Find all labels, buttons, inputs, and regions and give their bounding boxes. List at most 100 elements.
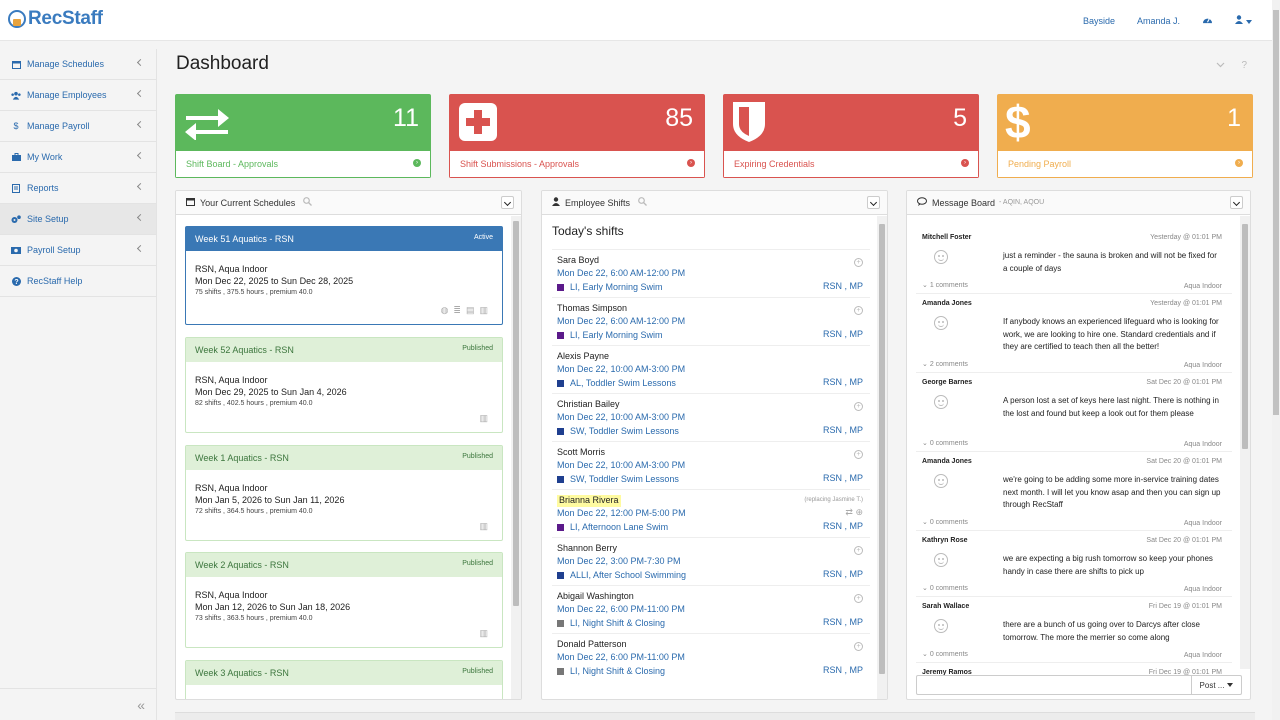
schedule-card[interactable]: Week 52 Aquatics - RSN Published RSN, Aq…: [185, 337, 503, 433]
schedule-card[interactable]: Week 3 Aquatics - RSN Published: [185, 660, 503, 699]
shifts-scrollbar[interactable]: [877, 216, 887, 699]
comments-toggle[interactable]: ⌄ 0 comments: [922, 651, 968, 658]
message-input[interactable]: [916, 675, 1192, 695]
dashboard-gauge-icon[interactable]: [1202, 15, 1213, 26]
shift-position[interactable]: LI, Afternoon Lane Swim: [570, 522, 669, 532]
message-author[interactable]: Mitchell Foster: [922, 234, 972, 241]
user-name-link[interactable]: Amanda J.: [1136, 15, 1180, 26]
shift-time[interactable]: Mon Dec 22, 6:00 AM-12:00 PM: [557, 316, 686, 326]
employee-name[interactable]: Alexis Payne: [557, 351, 610, 361]
plus-circle-icon[interactable]: +: [854, 594, 863, 603]
shift-item[interactable]: Thomas Simpson Mon Dec 22, 6:00 AM-12:00…: [552, 297, 870, 345]
message-author[interactable]: George Barnes: [922, 379, 973, 386]
smiley-icon[interactable]: [934, 316, 948, 330]
shift-item[interactable]: Alexis Payne Mon Dec 22, 10:00 AM-3:00 P…: [552, 345, 870, 393]
user-menu-icon[interactable]: [1235, 15, 1252, 26]
plus-circle-icon[interactable]: +: [854, 450, 863, 459]
employee-name[interactable]: Thomas Simpson: [557, 303, 628, 313]
location-link[interactable]: Bayside: [1082, 15, 1115, 26]
panel-dropdown-button[interactable]: [1230, 196, 1243, 209]
comments-toggle[interactable]: ⌄ 0 comments: [922, 585, 968, 592]
kpi-shift-board[interactable]: 11 Shift Board - Approvals ›: [175, 94, 431, 178]
plus-circle-icon[interactable]: +: [854, 306, 863, 315]
list-icon[interactable]: ≣: [453, 305, 466, 315]
collapse-sidebar-icon[interactable]: «: [0, 688, 157, 720]
shift-tags[interactable]: RSN , MP: [822, 617, 863, 627]
panel-dropdown-button[interactable]: [867, 196, 880, 209]
employee-name[interactable]: Sara Boyd: [557, 255, 600, 265]
barcode-icon[interactable]: ▥: [479, 628, 493, 638]
smiley-icon[interactable]: [934, 395, 948, 409]
smiley-icon[interactable]: [934, 619, 948, 633]
kpi-pending-payroll[interactable]: $ 1 Pending Payroll ›: [997, 94, 1253, 178]
shift-time[interactable]: Mon Dec 22, 12:00 PM-5:00 PM: [557, 508, 686, 518]
employee-name[interactable]: Christian Bailey: [557, 399, 620, 409]
shift-time[interactable]: Mon Dec 22, 6:00 AM-12:00 PM: [557, 268, 686, 278]
message-author[interactable]: Jeremy Ramos: [922, 669, 972, 676]
globe-icon[interactable]: ◍: [440, 305, 454, 315]
barcode-icon[interactable]: ▥: [479, 521, 493, 531]
shift-item[interactable]: Donald Patterson Mon Dec 22, 6:00 PM-11:…: [552, 633, 870, 681]
shift-position[interactable]: SW, Toddler Swim Lessons: [570, 426, 679, 436]
employee-name[interactable]: Brianna Rivera: [557, 495, 621, 507]
shift-tags[interactable]: RSN , MP: [822, 281, 863, 291]
shift-time[interactable]: Mon Dec 22, 10:00 AM-3:00 PM: [557, 364, 686, 374]
shift-item[interactable]: Scott Morris Mon Dec 22, 10:00 AM-3:00 P…: [552, 441, 870, 489]
shift-tags[interactable]: RSN , MP: [822, 521, 863, 531]
shift-time[interactable]: Mon Dec 22, 6:00 PM-11:00 PM: [557, 604, 685, 614]
panel-dropdown-button[interactable]: [501, 196, 514, 209]
schedule-card[interactable]: Week 2 Aquatics - RSN Published RSN, Aqu…: [185, 552, 503, 648]
chevron-down-icon[interactable]: [1216, 60, 1225, 71]
sidebar-item-manage-payroll[interactable]: $ Manage Payroll: [0, 111, 156, 142]
plus-circle-icon[interactable]: +: [854, 258, 863, 267]
swap-icon[interactable]: ⇄ ⊕: [845, 507, 863, 517]
sidebar-item-site-setup[interactable]: Site Setup: [0, 204, 156, 235]
shift-item[interactable]: Shannon Berry Mon Dec 22, 3:00 PM-7:30 P…: [552, 537, 870, 585]
shift-time[interactable]: Mon Dec 22, 3:00 PM-7:30 PM: [557, 556, 681, 566]
shift-tags[interactable]: RSN , MP: [822, 569, 863, 579]
schedule-card-active[interactable]: Week 51 Aquatics - RSN Active RSN, Aqua …: [185, 226, 503, 325]
help-question-icon[interactable]: ?: [1241, 60, 1247, 71]
page-scrollbar[interactable]: [1272, 0, 1280, 720]
sidebar-item-manage-employees[interactable]: Manage Employees: [0, 80, 156, 111]
barcode-icon[interactable]: ▥: [479, 305, 493, 315]
shift-time[interactable]: Mon Dec 22, 10:00 AM-3:00 PM: [557, 460, 686, 470]
message-author[interactable]: Sarah Wallace: [922, 603, 970, 610]
sidebar-item-reports[interactable]: Reports: [0, 173, 156, 204]
app-logo[interactable]: RecStaff: [8, 7, 103, 31]
employee-name[interactable]: Shannon Berry: [557, 543, 618, 553]
search-icon[interactable]: [303, 197, 313, 208]
shift-position[interactable]: LI, Night Shift & Closing: [570, 618, 666, 628]
shift-time[interactable]: Mon Dec 22, 6:00 PM-11:00 PM: [557, 652, 685, 662]
message-author[interactable]: Amanda Jones: [922, 300, 972, 307]
sidebar-item-my-work[interactable]: My Work: [0, 142, 156, 173]
comments-toggle[interactable]: ⌄ 0 comments: [922, 519, 968, 526]
shift-time[interactable]: Mon Dec 22, 10:00 AM-3:00 PM: [557, 412, 686, 422]
shift-position[interactable]: LI, Early Morning Swim: [570, 330, 663, 340]
shift-item[interactable]: Christian Bailey Mon Dec 22, 10:00 AM-3:…: [552, 393, 870, 441]
shift-tags[interactable]: RSN , MP: [822, 377, 863, 387]
plus-circle-icon[interactable]: +: [854, 402, 863, 411]
search-icon[interactable]: [638, 197, 647, 208]
kpi-shift-submissions[interactable]: 85 Shift Submissions - Approvals ›: [449, 94, 705, 178]
barcode-icon[interactable]: ▥: [479, 413, 493, 423]
smiley-icon[interactable]: [934, 553, 948, 567]
plus-circle-icon[interactable]: +: [854, 546, 863, 555]
shift-item[interactable]: Abigail Washington Mon Dec 22, 6:00 PM-1…: [552, 585, 870, 633]
shift-position[interactable]: LI, Early Morning Swim: [570, 282, 663, 292]
table-icon[interactable]: ▤: [465, 305, 480, 315]
messages-scrollbar[interactable]: [1240, 216, 1250, 669]
kpi-expiring-credentials[interactable]: 5 Expiring Credentials ›: [723, 94, 979, 178]
schedule-card[interactable]: Week 1 Aquatics - RSN Published RSN, Aqu…: [185, 445, 503, 541]
sidebar-item-payroll-setup[interactable]: Payroll Setup: [0, 235, 156, 266]
schedule-actions[interactable]: ◍≣▤▥: [441, 305, 493, 316]
smiley-icon[interactable]: [934, 474, 948, 488]
shift-position[interactable]: ALLI, After School Swimming: [570, 570, 687, 580]
post-button[interactable]: Post ...: [1192, 675, 1242, 695]
schedules-scrollbar[interactable]: [511, 216, 521, 699]
employee-name[interactable]: Donald Patterson: [557, 639, 627, 649]
shift-tags[interactable]: RSN , MP: [822, 473, 863, 483]
shift-position[interactable]: AL, Toddler Swim Lessons: [570, 378, 676, 388]
message-author[interactable]: Amanda Jones: [922, 458, 972, 465]
comments-toggle[interactable]: ⌄ 1 comments: [922, 282, 968, 289]
